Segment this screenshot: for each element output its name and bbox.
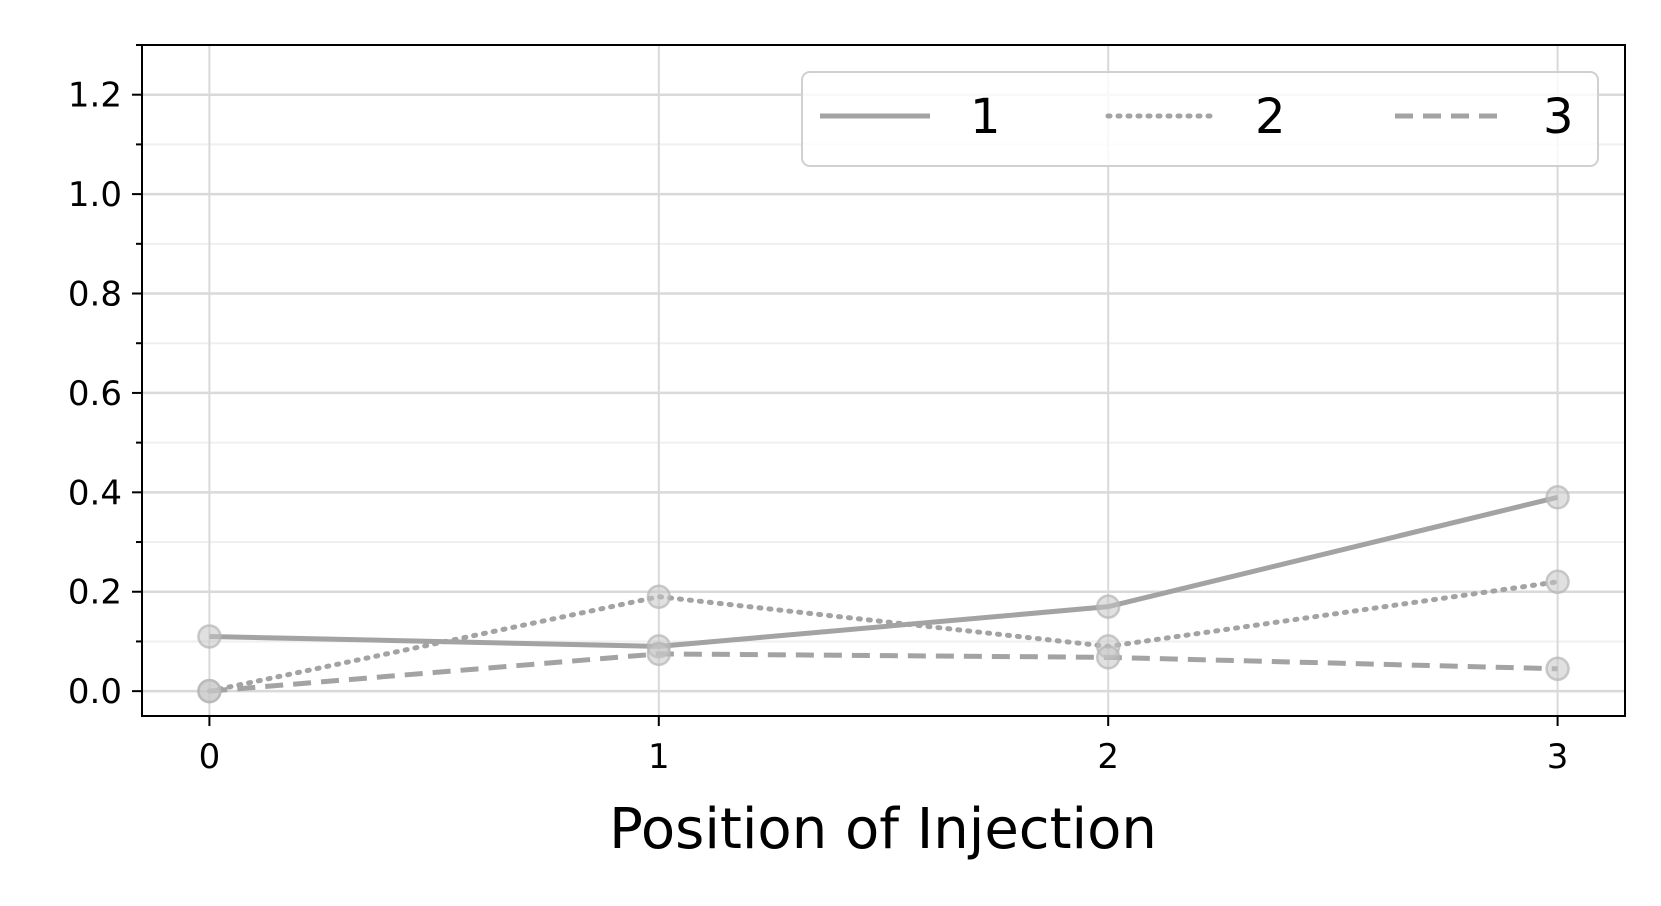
legend: 1 2 3 (801, 71, 1599, 167)
series-point-3 (1545, 656, 1570, 682)
y-axis: 0.0 0.2 0.4 0.6 0.8 1.0 1.2 (68, 44, 142, 712)
series-point-3 (646, 641, 672, 667)
x-axis-title: Position of Injection (609, 797, 1157, 862)
x-tick-label: 0 (199, 737, 221, 777)
series-point-2 (646, 584, 672, 609)
series-line-3 (209, 651, 1558, 694)
y-tick-label: 1.0 (68, 175, 122, 215)
series-point-2 (1545, 569, 1570, 595)
x-tick-label: 1 (648, 737, 670, 777)
series-point-1 (1095, 594, 1121, 619)
series-line-2 (206, 579, 1561, 694)
series-line-1 (209, 494, 1559, 649)
series-point-1 (1545, 485, 1570, 510)
y-tick-label: 1.2 (68, 76, 122, 116)
legend-label-2: 2 (1255, 89, 1286, 145)
plot-frame (141, 44, 1626, 717)
series-point-1 (197, 624, 222, 649)
y-tick-label: 0.2 (68, 573, 122, 613)
legend-label-1: 1 (970, 89, 1001, 145)
series-layer (197, 485, 1570, 704)
legend-box (801, 71, 1599, 167)
x-tick-label: 3 (1547, 737, 1569, 777)
y-tick-label: 0.4 (68, 473, 122, 513)
y-tick-label: 0.0 (68, 672, 122, 712)
series-point-3 (197, 678, 222, 704)
y-tick-label: 0.6 (68, 374, 122, 414)
legend-label-3: 3 (1543, 89, 1574, 145)
x-axis: 0 1 2 3 (199, 716, 1569, 777)
x-tick-label: 2 (1097, 737, 1119, 777)
y-tick-label: 0.8 (68, 275, 122, 315)
series-point-3 (1095, 645, 1121, 670)
